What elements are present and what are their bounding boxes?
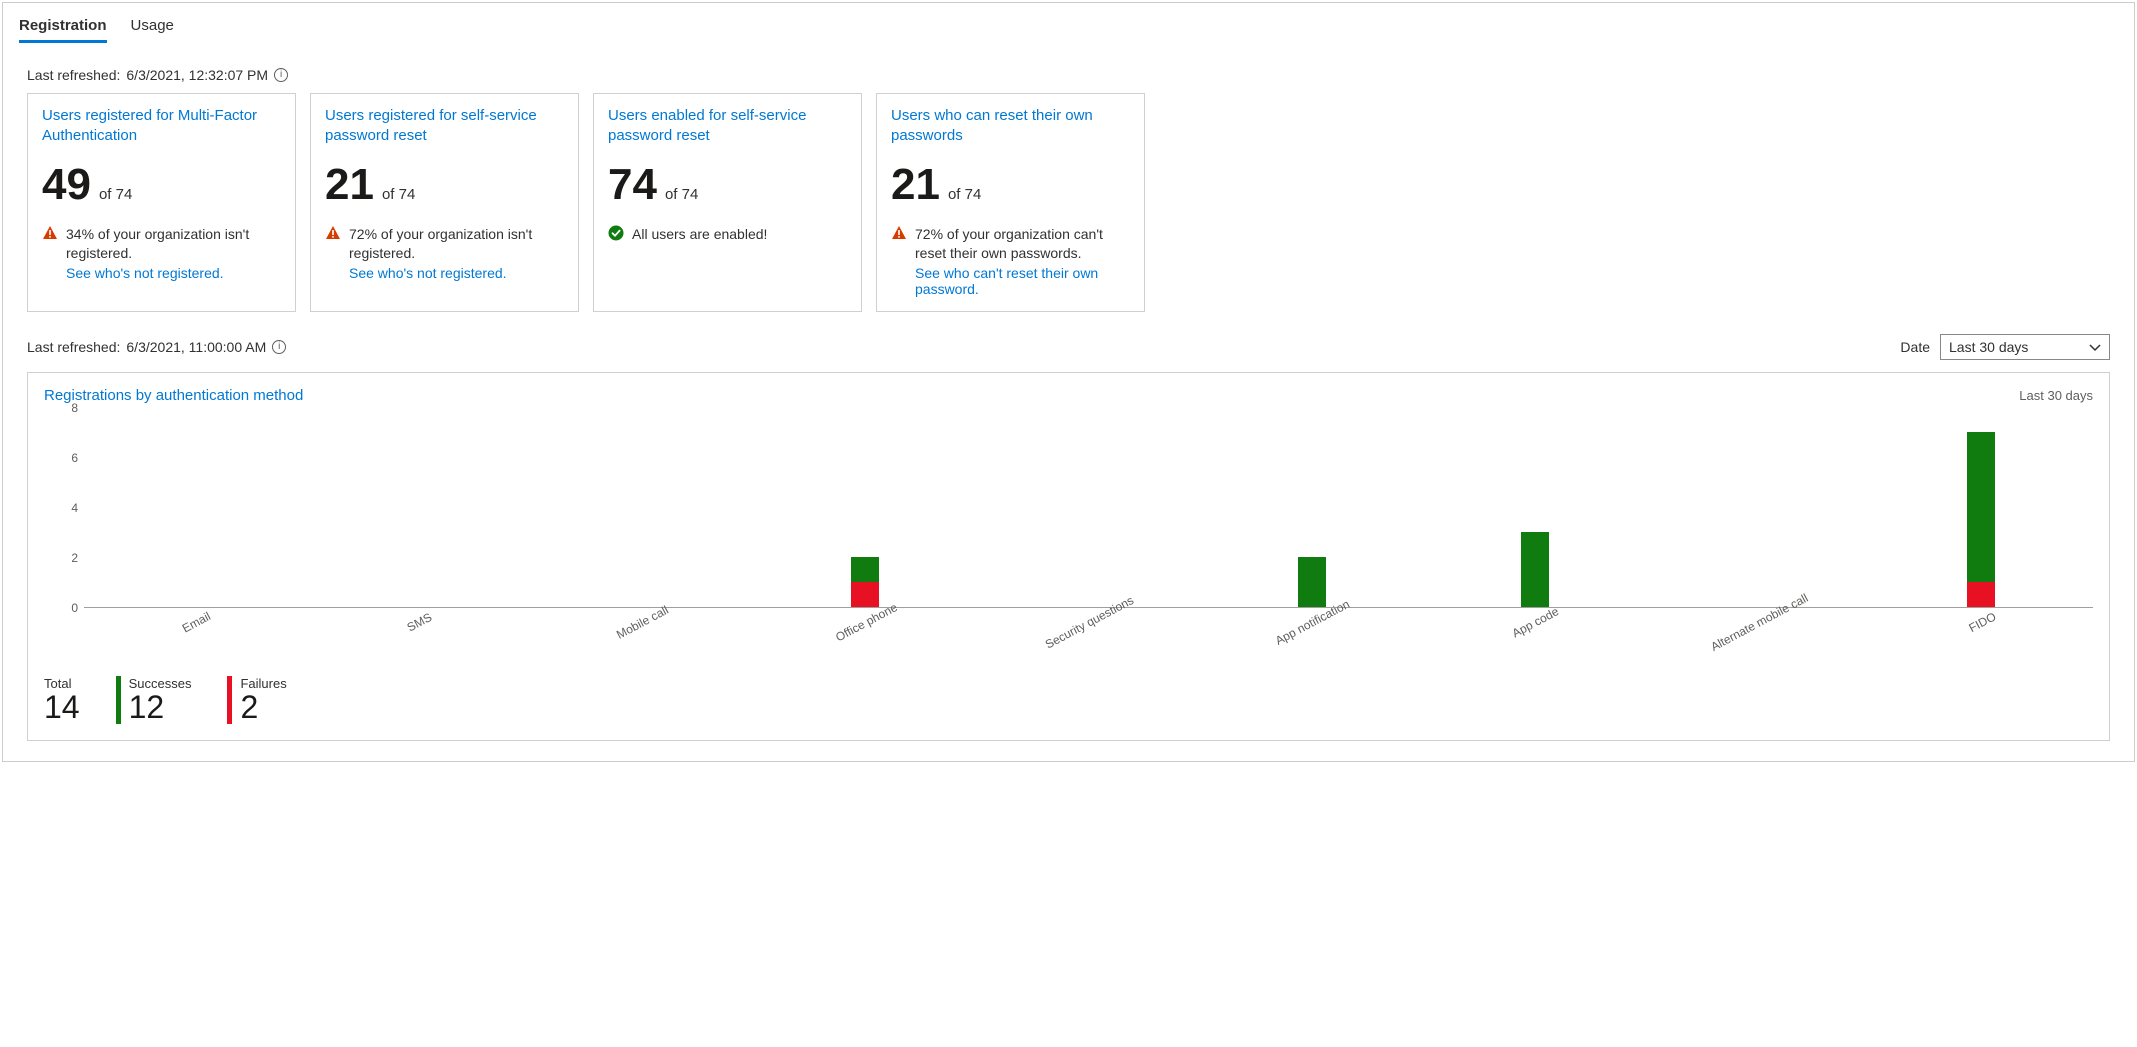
- chart-header: Registrations by authentication method L…: [44, 387, 2093, 404]
- chart-bar[interactable]: [1298, 557, 1326, 607]
- date-filter-label: Date: [1900, 339, 1930, 355]
- card-status-text: 34% of your organization isn't registere…: [66, 225, 281, 263]
- card-status-row: 34% of your organization isn't registere…: [42, 225, 281, 263]
- card-metric: 21 of 74: [325, 163, 564, 207]
- card-metric: 74 of 74: [608, 163, 847, 207]
- warning-icon: [42, 225, 58, 241]
- card-metric-value: 74: [608, 163, 657, 207]
- card-status-row: All users are enabled!: [608, 225, 847, 244]
- legend-failures: Failures 2: [227, 676, 286, 725]
- info-icon[interactable]: i: [274, 68, 288, 82]
- chart-y-tick: 8: [71, 401, 78, 415]
- card-status-row: 72% of your organization can't reset the…: [891, 225, 1130, 263]
- chart-y-tick: 2: [71, 551, 78, 565]
- chart-title: Registrations by authentication method: [44, 387, 303, 404]
- date-select-value: Last 30 days: [1949, 339, 2028, 355]
- legend-total-value: 14: [44, 691, 80, 725]
- summary-cards: Users registered for Multi-Factor Authen…: [27, 93, 2110, 312]
- card-status-row: 72% of your organization isn't registere…: [325, 225, 564, 263]
- tab-usage[interactable]: Usage: [131, 11, 174, 43]
- refresh-chart-text: Last refreshed: 6/3/2021, 11:00:00 AM i: [27, 339, 286, 355]
- card-metric: 49 of 74: [42, 163, 281, 207]
- card-status-text: 72% of your organization isn't registere…: [349, 225, 564, 263]
- chart-plot-area: 02468: [44, 408, 2093, 608]
- chart-y-tick: 6: [71, 451, 78, 465]
- chart-bar-successes: [1967, 432, 1995, 582]
- chart-card: Registrations by authentication method L…: [27, 372, 2110, 742]
- tabs-bar: Registration Usage: [3, 3, 2134, 43]
- refresh-top-value: 6/3/2021, 12:32:07 PM: [126, 67, 268, 83]
- refresh-row-chart: Last refreshed: 6/3/2021, 11:00:00 AM i …: [27, 334, 2110, 360]
- legend-failures-value: 2: [240, 691, 286, 725]
- warning-icon: [891, 225, 907, 241]
- summary-card: Users enabled for self-service password …: [593, 93, 862, 312]
- refresh-chart-prefix: Last refreshed:: [27, 339, 120, 355]
- refresh-top-text: Last refreshed: 6/3/2021, 12:32:07 PM i: [27, 67, 288, 83]
- summary-card: Users registered for self-service passwo…: [310, 93, 579, 312]
- refresh-top-prefix: Last refreshed:: [27, 67, 120, 83]
- card-title: Users registered for Multi-Factor Authen…: [42, 106, 281, 145]
- content-area: Last refreshed: 6/3/2021, 12:32:07 PM i …: [3, 43, 2134, 761]
- check-circle-icon: [608, 225, 624, 241]
- chart-plot: [84, 408, 2093, 608]
- legend-failures-color: [227, 676, 232, 725]
- card-metric: 21 of 74: [891, 163, 1130, 207]
- card-status-link[interactable]: See who's not registered.: [66, 265, 281, 281]
- info-icon[interactable]: i: [272, 340, 286, 354]
- chart-bars: [84, 408, 2093, 607]
- refresh-chart-value: 6/3/2021, 11:00:00 AM: [126, 339, 266, 355]
- tab-registration[interactable]: Registration: [19, 11, 107, 43]
- legend-total: Total 14: [44, 676, 80, 725]
- chart-y-tick: 4: [71, 501, 78, 515]
- chart-x-labels: EmailSMSMobile callOffice phoneSecurity …: [84, 608, 2093, 668]
- page-container: Registration Usage Last refreshed: 6/3/2…: [2, 2, 2135, 762]
- card-status-text: All users are enabled!: [632, 225, 767, 244]
- chart-y-axis: 02468: [44, 408, 84, 608]
- date-filter: Date Last 30 days: [1900, 334, 2110, 360]
- chart-bar-successes: [851, 557, 879, 582]
- refresh-row-top: Last refreshed: 6/3/2021, 12:32:07 PM i: [27, 67, 2110, 83]
- chart-bar[interactable]: [1521, 532, 1549, 607]
- card-title: Users registered for self-service passwo…: [325, 106, 564, 145]
- chart-bar-successes: [1521, 532, 1549, 607]
- summary-card: Users who can reset their own passwords 2…: [876, 93, 1145, 312]
- chart-bar[interactable]: [1967, 432, 1995, 607]
- card-title: Users who can reset their own passwords: [891, 106, 1130, 145]
- card-status-link[interactable]: See who can't reset their own password.: [915, 265, 1130, 297]
- card-status-link[interactable]: See who's not registered.: [349, 265, 564, 281]
- card-metric-value: 49: [42, 163, 91, 207]
- card-metric-of: of 74: [99, 186, 132, 203]
- card-metric-value: 21: [325, 163, 374, 207]
- card-metric-of: of 74: [665, 186, 698, 203]
- warning-icon: [325, 225, 341, 241]
- card-metric-value: 21: [891, 163, 940, 207]
- card-metric-of: of 74: [948, 186, 981, 203]
- card-status-text: 72% of your organization can't reset the…: [915, 225, 1130, 263]
- card-metric-of: of 74: [382, 186, 415, 203]
- date-select[interactable]: Last 30 days: [1940, 334, 2110, 360]
- chart-bar-successes: [1298, 557, 1326, 607]
- card-title: Users enabled for self-service password …: [608, 106, 847, 145]
- chevron-down-icon: [2089, 341, 2101, 353]
- chart-range-label: Last 30 days: [2019, 388, 2093, 403]
- chart-bar[interactable]: [851, 557, 879, 607]
- summary-card: Users registered for Multi-Factor Authen…: [27, 93, 296, 312]
- chart-y-tick: 0: [71, 601, 78, 615]
